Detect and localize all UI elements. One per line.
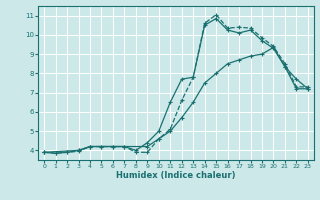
X-axis label: Humidex (Indice chaleur): Humidex (Indice chaleur) (116, 171, 236, 180)
